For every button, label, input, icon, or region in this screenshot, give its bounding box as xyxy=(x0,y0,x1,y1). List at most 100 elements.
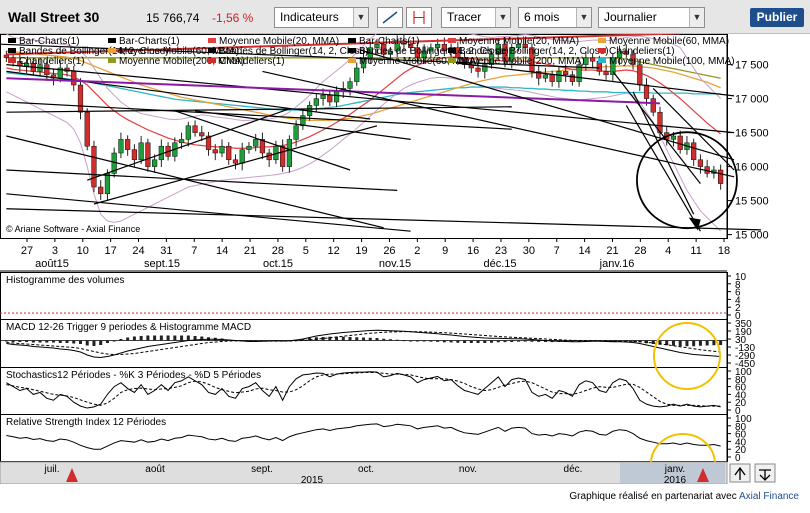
horizontal-line-tool-button[interactable] xyxy=(406,7,432,28)
stochastics-tick-label: 60 xyxy=(735,383,747,394)
macd-histogram-bar xyxy=(52,340,56,343)
candle-body xyxy=(98,186,104,195)
candle-body xyxy=(623,50,629,55)
macd-histogram-bar xyxy=(38,340,42,343)
volume-tick-label: 6 xyxy=(735,288,741,299)
candle-body xyxy=(212,149,218,154)
macd-histogram-bar xyxy=(335,336,339,341)
macd-histogram-bar xyxy=(375,338,379,341)
interval-dropdown[interactable]: Journalier ▼ xyxy=(598,7,705,28)
credit-prefix: Graphique réalisé en partenariat avec xyxy=(569,491,739,502)
rsi-tick-label: 60 xyxy=(735,430,747,441)
macd-tick-label: -130 xyxy=(735,343,755,354)
credit-link[interactable]: Axial Finance xyxy=(738,491,799,502)
legend-swatch xyxy=(348,58,356,63)
macd-histogram-bar xyxy=(362,337,365,341)
draw-dropdown[interactable]: Tracer ▼ xyxy=(441,7,511,28)
chevron-down-icon: ▼ xyxy=(495,8,510,27)
macd-histogram-bar xyxy=(186,335,190,341)
candle-body xyxy=(488,54,495,65)
macd-histogram-bar xyxy=(658,340,662,345)
volume-tick-label: 2 xyxy=(735,303,741,314)
annotation-circle xyxy=(636,131,738,230)
macd-histogram-bar xyxy=(99,340,103,345)
candle-body xyxy=(138,142,144,161)
legend-label: Moyenne Mobile(60, MMA) xyxy=(609,36,729,47)
rsi-panel-frame xyxy=(0,414,728,462)
date-tick-label: 7 xyxy=(554,245,560,257)
macd-histogram-bar xyxy=(321,337,325,341)
last-price: 15 766,74 xyxy=(146,11,200,25)
macd-histogram-bar xyxy=(415,340,419,342)
candle-body xyxy=(610,57,616,76)
candle-body xyxy=(697,159,704,167)
legend-label: Bar-Charts(1) xyxy=(119,36,180,47)
price-tick-label: 17 000 xyxy=(735,94,769,106)
indicators-dropdown[interactable]: Indicateurs ▼ xyxy=(274,7,369,28)
date-tick-label: 3 xyxy=(52,245,58,257)
candle-body xyxy=(441,43,447,52)
trendline xyxy=(93,125,378,205)
price-tick-label: 16 000 xyxy=(735,162,769,174)
trendline-tool-button[interactable] xyxy=(377,7,403,28)
macd-histogram-bar xyxy=(45,340,49,343)
period-label: 6 mois xyxy=(524,10,560,24)
candle-body xyxy=(630,54,636,65)
candle-body xyxy=(77,84,84,113)
timeline-bar xyxy=(0,461,728,484)
date-tick-label: 18 xyxy=(718,245,730,257)
rsi-title: Relative Strength Index 12 Périodes xyxy=(6,417,166,428)
stochastics-tick-label: 40 xyxy=(735,390,747,401)
period-dropdown[interactable]: 6 mois ▼ xyxy=(518,7,592,28)
date-tick-label: 11 xyxy=(690,245,701,257)
candle-body xyxy=(394,40,400,52)
date-tick-label: 17 xyxy=(105,245,117,257)
candle-body xyxy=(643,84,650,99)
candle-body xyxy=(131,149,138,161)
candle-body xyxy=(677,135,683,150)
chevron-down-icon: ▼ xyxy=(353,8,368,27)
trendline xyxy=(457,62,735,97)
candle-body xyxy=(145,142,151,167)
macd-histogram-bar xyxy=(139,336,143,341)
macd-histogram-bar xyxy=(402,340,406,342)
macd-histogram-bar xyxy=(490,340,494,343)
candle-body xyxy=(354,67,360,82)
publish-button[interactable]: Publier xyxy=(750,8,804,27)
volume-tick-label: 10 xyxy=(735,272,747,283)
volume-title: Histogramme des volumes xyxy=(6,275,124,286)
legend-swatch xyxy=(108,48,116,53)
candle-body xyxy=(650,98,656,113)
instrument-name: Wall Street 30 xyxy=(8,9,100,25)
stochastics-d-line xyxy=(6,372,721,407)
macd-histogram-bar xyxy=(463,340,467,343)
stochastics-tick-label: 100 xyxy=(735,367,752,378)
credit-text: Graphique réalisé en partenariat avec Ax… xyxy=(569,491,799,502)
candle-body xyxy=(232,159,239,164)
date-tick-label: 28 xyxy=(272,245,284,257)
macd-histogram-bar xyxy=(388,339,392,341)
candle-body xyxy=(381,43,387,55)
volume-tick-label: 8 xyxy=(735,280,741,291)
trendline xyxy=(6,101,512,130)
candle-body xyxy=(563,71,569,76)
indicators-label: Indicateurs xyxy=(280,10,339,24)
timeline-month-label: nov. xyxy=(459,464,477,475)
macd-histogram-bar xyxy=(328,336,332,341)
rsi-line xyxy=(6,423,721,450)
legend-swatch xyxy=(208,48,216,53)
candle-body xyxy=(192,125,198,133)
macd-histogram-bar xyxy=(180,335,184,341)
legend-swatch xyxy=(108,58,116,63)
legend-label: Moyenne Mobile(100, MMA) xyxy=(609,56,735,67)
trendline xyxy=(612,71,701,184)
legend-label: Bar-Charts(1) xyxy=(19,36,80,47)
macd-histogram-bar xyxy=(651,340,655,344)
macd-histogram-bar xyxy=(119,339,123,341)
candle-body xyxy=(522,43,528,48)
date-tick-label: 12 xyxy=(328,245,340,257)
timeline-month-label: août xyxy=(145,464,165,475)
candle-body xyxy=(239,149,245,164)
macd-histogram-bar xyxy=(469,340,473,343)
